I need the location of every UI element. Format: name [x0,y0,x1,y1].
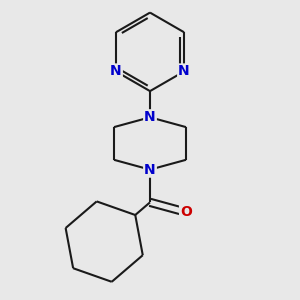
Text: N: N [178,64,190,79]
Text: N: N [144,163,156,177]
Text: N: N [110,64,122,79]
Text: O: O [180,205,192,219]
Text: N: N [144,110,156,124]
